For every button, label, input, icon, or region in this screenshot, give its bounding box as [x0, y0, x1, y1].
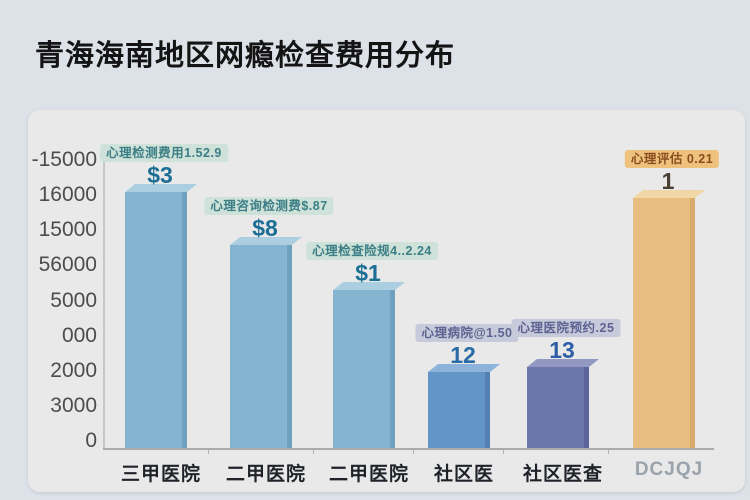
page-title: 青海海南地区网瘾检查费用分布 [35, 40, 456, 72]
bar-value-label: 12 [450, 342, 476, 368]
bar [633, 198, 695, 448]
bar-annotation: 心理病院@1.50 [415, 324, 519, 342]
y-tick-label: 000 [61, 323, 97, 347]
bar [527, 367, 589, 448]
y-tick-label: 5000 [50, 288, 97, 312]
y-axis-line [103, 150, 105, 448]
bar-value-label: 13 [549, 337, 575, 363]
bar [230, 245, 292, 448]
bar-value-label: 1 [661, 168, 675, 194]
bar [125, 192, 187, 448]
bar-annotation: 心理医院预约.25 [511, 319, 621, 337]
x-axis-tick [313, 450, 314, 454]
bar-value-label: $1 [355, 260, 381, 286]
bar-annotation: 心理检查险规4..2.24 [306, 242, 438, 260]
x-tick-label: 三甲医院 [120, 464, 201, 485]
bar [428, 372, 490, 448]
y-tick-label: 3000 [50, 393, 97, 417]
bar-top-face [633, 190, 705, 198]
bar-side-face [584, 367, 589, 448]
bar-side-face [485, 372, 490, 448]
bar-side-face [182, 192, 187, 448]
x-tick-label: 社区医 [433, 464, 494, 485]
bar-annotation: 心理咨询检测费$.87 [204, 197, 334, 215]
bar-top-face [428, 364, 500, 372]
y-tick-label: 2000 [50, 358, 97, 382]
bar-top-face [333, 282, 405, 290]
bar-side-face [690, 198, 695, 448]
bar-value-label: $3 [147, 162, 173, 188]
bar-top-face [230, 237, 302, 245]
x-tick-label: DCJQJ [634, 459, 704, 480]
y-tick-label: 15000 [38, 218, 97, 242]
x-axis-tick [503, 450, 504, 454]
bar-value-label: $8 [252, 215, 278, 241]
bar-annotation: 心理检测费用1.52.9 [100, 144, 228, 162]
x-axis-line [103, 448, 714, 450]
x-tick-label: 二甲医院 [328, 464, 409, 485]
x-axis-tick [413, 450, 414, 454]
y-tick-label: -15000 [31, 148, 97, 171]
bar-annotation: 心理评估 0.21 [624, 150, 720, 168]
bar [333, 290, 395, 448]
x-tick-label: 社区医查 [522, 464, 603, 485]
bar-top-face [527, 359, 599, 367]
y-tick-label: 56000 [38, 253, 97, 277]
x-tick-label: 二甲医院 [225, 464, 306, 485]
y-tick-label: 16000 [38, 183, 97, 207]
bar-side-face [390, 290, 395, 448]
x-axis-tick [608, 450, 609, 454]
y-tick-label: 0 [85, 429, 97, 452]
bar-top-face [125, 184, 197, 192]
x-axis-tick [208, 450, 209, 454]
bar-side-face [287, 245, 292, 448]
